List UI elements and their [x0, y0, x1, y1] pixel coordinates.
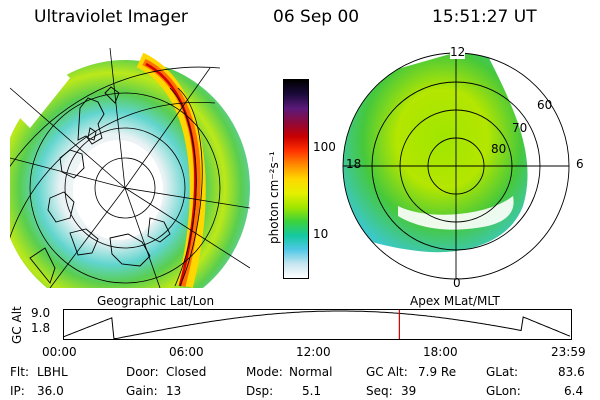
info-glat-value: 83.6: [558, 365, 585, 379]
info-dsp-value: 5.1: [302, 384, 322, 398]
info-door-label: Door:: [126, 365, 159, 379]
mlt-label-12: 12: [450, 45, 466, 59]
apex-caption: Apex MLat/MLT: [410, 294, 500, 308]
geographic-caption: Geographic Lat/Lon: [97, 294, 215, 308]
mlt-label-6: 6: [576, 157, 584, 171]
info-ip-label: IP:: [10, 384, 25, 398]
gc-alt-ylabel: GC Alt: [10, 306, 24, 344]
info-dsp-label: Dsp:: [246, 384, 274, 398]
image-date: 06 Sep 00: [273, 7, 360, 27]
gc-alt-ytick-max: 9.0: [31, 306, 51, 320]
info-mode-value: Normal: [289, 365, 333, 379]
info-flt-label: Flt:: [10, 365, 29, 379]
gc-alt-curve: [63, 310, 571, 339]
info-door-value: Closed: [166, 365, 207, 379]
info-mode-label: Mode:: [246, 365, 283, 379]
gc-alt-ytick-min: 1.8: [31, 321, 51, 335]
colorbar: [283, 79, 309, 279]
info-gcalt-value: 7.9 Re: [418, 365, 457, 379]
mlat-label-80: 80: [491, 142, 507, 156]
gc-alt-frame: [63, 309, 572, 340]
gc-alt-xtick-1200: 12:00: [296, 345, 331, 359]
colorbar-tick-10: 10: [313, 227, 329, 241]
gc-alt-xtick-1800: 18:00: [423, 345, 458, 359]
info-ip-value: 36.0: [37, 384, 64, 398]
mlat-mlt-polar-image: [342, 52, 570, 280]
gc-alt-xtick-2359: 23:59: [551, 345, 586, 359]
mlt-label-0: 0: [453, 276, 461, 290]
colorbar-tick-100: 100: [313, 140, 336, 154]
gc-alt-xtick-0000: 00:00: [42, 345, 77, 359]
gc-alt-xtick-0600: 06:00: [169, 345, 204, 359]
info-gain-value: 13: [166, 384, 182, 398]
info-glon-label: GLon:: [486, 384, 521, 398]
info-glon-value: 6.4: [564, 384, 584, 398]
info-seq-value: 39: [401, 384, 417, 398]
mlat-label-70: 70: [512, 121, 528, 135]
colorbar-unit-label: photon cm⁻²s⁻¹: [267, 151, 281, 244]
info-glat-label: GLat:: [486, 365, 519, 379]
info-gain-label: Gain:: [126, 384, 158, 398]
info-flt-value: LBHL: [37, 365, 68, 379]
info-seq-label: Seq:: [366, 384, 393, 398]
gc-alt-plot: [63, 309, 572, 340]
geographic-auroral-image: [10, 48, 250, 288]
info-gcalt-label: GC Alt:: [366, 365, 408, 379]
image-time: 15:51:27 UT: [432, 7, 537, 27]
instrument-title: Ultraviolet Imager: [34, 7, 188, 27]
mlt-label-18: 18: [346, 157, 362, 171]
mlat-label-60: 60: [537, 98, 553, 112]
